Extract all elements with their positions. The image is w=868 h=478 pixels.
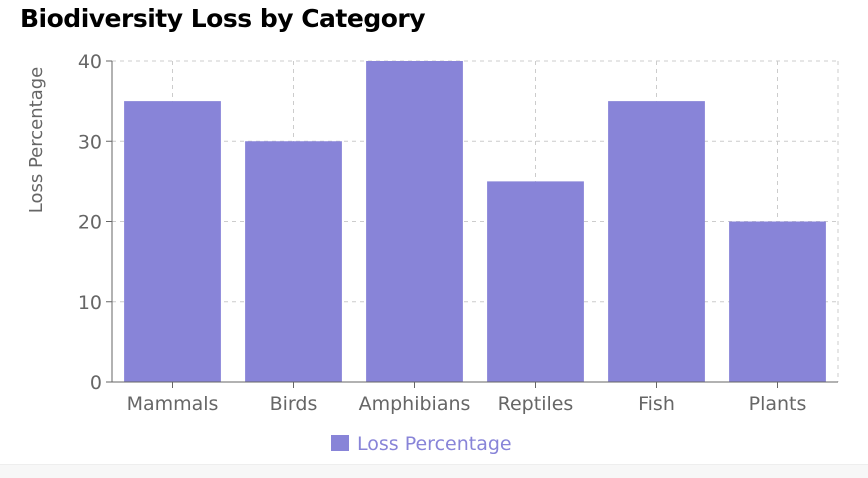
- x-axis: Mammals Birds Amphibians Reptiles Fish Plants: [112, 381, 838, 415]
- y-tick-label-1: 10: [78, 292, 102, 314]
- x-tick-label-mammals: Mammals: [127, 393, 219, 415]
- bar-birds: [245, 141, 342, 382]
- bar-fish: [608, 101, 705, 382]
- legend-swatch: [331, 435, 349, 451]
- bar-reptiles: [487, 181, 584, 382]
- bars: [124, 61, 826, 382]
- y-axis: 0 10 20 30 40: [78, 51, 113, 394]
- x-tick-label-reptiles: Reptiles: [498, 393, 574, 415]
- bar-mammals: [124, 101, 221, 382]
- x-tick-label-birds: Birds: [270, 393, 318, 415]
- bar-plants: [729, 221, 826, 382]
- y-tick-label-2: 20: [78, 212, 102, 234]
- x-tick-label-fish: Fish: [638, 393, 675, 415]
- x-tick-label-plants: Plants: [749, 393, 807, 415]
- y-tick-label-3: 30: [78, 131, 102, 153]
- bar-amphibians: [366, 61, 463, 382]
- chart-title: Biodiversity Loss by Category: [20, 4, 426, 33]
- y-tick-label-4: 40: [78, 51, 102, 73]
- bottom-strip: [0, 464, 868, 478]
- x-tick-label-amphibians: Amphibians: [359, 393, 471, 415]
- bar-chart: 0 10 20 30 40 Mammals Birds Amphibians Reptiles…: [26, 51, 839, 455]
- legend-label: Loss Percentage: [357, 433, 512, 455]
- y-axis-label: Loss Percentage: [26, 67, 47, 213]
- legend[interactable]: Loss Percentage: [331, 433, 512, 455]
- y-tick-label-0: 0: [90, 372, 102, 394]
